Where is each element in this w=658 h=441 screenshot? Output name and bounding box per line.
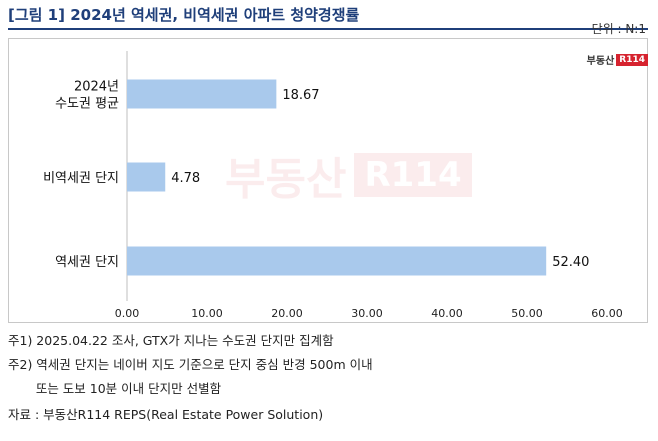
- category-label-1-0: 비역세권 단지: [43, 171, 119, 186]
- footnote-2: 주2) 역세권 단지는 네이버 지도 기준으로 단지 중심 반경 500m 이내: [8, 357, 373, 372]
- logo-badge: R114: [616, 53, 648, 66]
- x-tick-label-4: 40.00: [431, 307, 463, 320]
- title-divider: [8, 28, 648, 30]
- data-label-2: 52.40: [552, 255, 589, 270]
- watermark-badge: R114: [354, 153, 472, 197]
- x-tick-label-2: 20.00: [271, 307, 303, 320]
- watermark-text: 부동산: [225, 154, 347, 205]
- data-label-1: 4.78: [171, 171, 200, 186]
- x-tick-label-6: 60.00: [591, 307, 623, 320]
- source-note: 자료 : 부동산R114 REPS(Real Estate Power Solu…: [8, 407, 324, 422]
- x-tick-label-0: 0.00: [115, 307, 140, 320]
- x-tick-label-3: 30.00: [351, 307, 383, 320]
- category-label-0-1: 수도권 평균: [55, 97, 119, 112]
- bar-2: [127, 246, 547, 276]
- bar-0: [127, 79, 277, 109]
- x-tick-label-5: 50.00: [511, 307, 543, 320]
- logo-text: 부동산: [586, 56, 615, 67]
- category-label-0-0: 2024년: [74, 80, 119, 95]
- category-label-2-0: 역세권 단지: [55, 255, 119, 270]
- data-label-0: 18.67: [282, 88, 319, 103]
- footnote-2-cont: 또는 도보 10분 이내 단지만 선별함: [8, 381, 222, 396]
- watermark: 부동산 R114: [225, 143, 472, 207]
- chart-title: [그림 1] 2024년 역세권, 비역세권 아파트 청약경쟁률: [8, 6, 360, 24]
- x-tick-label-1: 10.00: [191, 307, 223, 320]
- bar-1: [127, 162, 166, 192]
- brand-logo: 부동산 R114: [587, 52, 648, 67]
- unit-label: 단위 : N:1: [591, 22, 646, 36]
- footnote-1: 주1) 2025.04.22 조사, GTX가 지나는 수도권 단지만 집계함: [8, 333, 334, 348]
